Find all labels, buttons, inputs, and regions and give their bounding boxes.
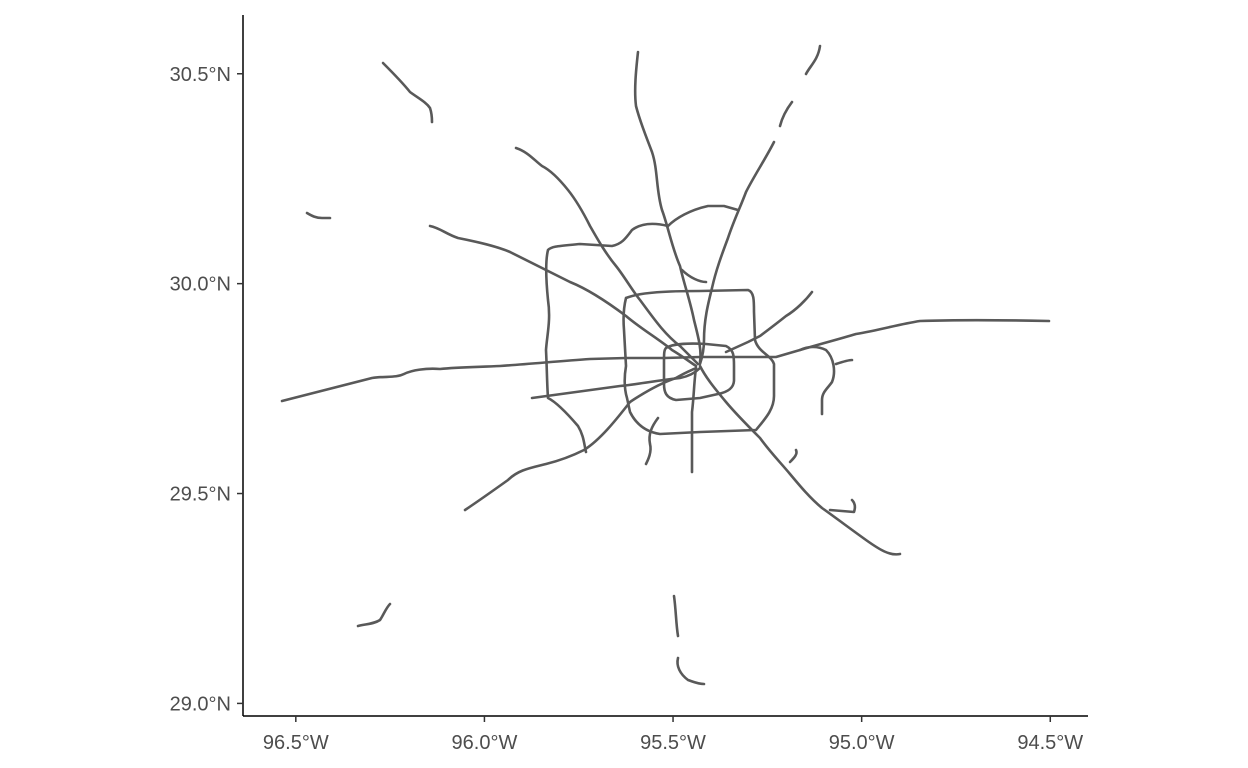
road-west-segment [305,211,332,220]
x-axis-ticks: 96.5°W 96.0°W 95.5°W 95.0°W 94.5°W [263,716,1083,754]
road-sh249 [514,146,700,366]
map-axes [242,15,1088,717]
y-tick-label: 30.5°N [170,64,231,86]
y-tick-label: 29.0°N [170,693,231,715]
highway-network [280,44,1051,686]
road-i45-south-spur [828,498,857,514]
road-north-spur [680,268,708,284]
y-tick-label: 29.5°N [170,484,231,506]
road-westpark [530,366,702,400]
road-east-connector [798,345,836,416]
road-i45-south-spur-2 [788,448,798,464]
road-northwest-segment [381,61,434,124]
road-southwest-segment [356,602,392,628]
road-north-connector [666,204,740,228]
road-us59-southwest [463,366,698,512]
road-east-spur [834,358,854,366]
road-sh288 [690,366,698,474]
x-tick-label: 95.0°W [829,732,895,754]
y-axis-ticks: 29.0°N 29.5°N 30.0°N 30.5°N [170,64,243,715]
road-us59-north-segment-2 [804,44,822,76]
road-southwest-spur [644,416,660,466]
road-inner-loop [662,342,736,402]
y-tick-label: 30.0°N [170,274,231,296]
road-us290 [428,224,698,368]
x-tick-label: 95.5°W [640,732,706,754]
road-northeast-spur [724,290,814,354]
x-tick-label: 94.5°W [1017,732,1083,754]
road-beltway [622,288,776,436]
road-us59-north-segment [778,100,794,128]
road-i10 [280,318,1051,403]
x-tick-label: 96.0°W [452,732,518,754]
road-i45-south [698,364,902,556]
road-us59-north [698,140,776,366]
road-outer-loop [544,222,670,454]
road-i45-north [633,50,702,364]
road-south-segment-2 [676,656,706,686]
x-tick-label: 96.5°W [263,732,329,754]
road-south-segment [672,594,680,638]
